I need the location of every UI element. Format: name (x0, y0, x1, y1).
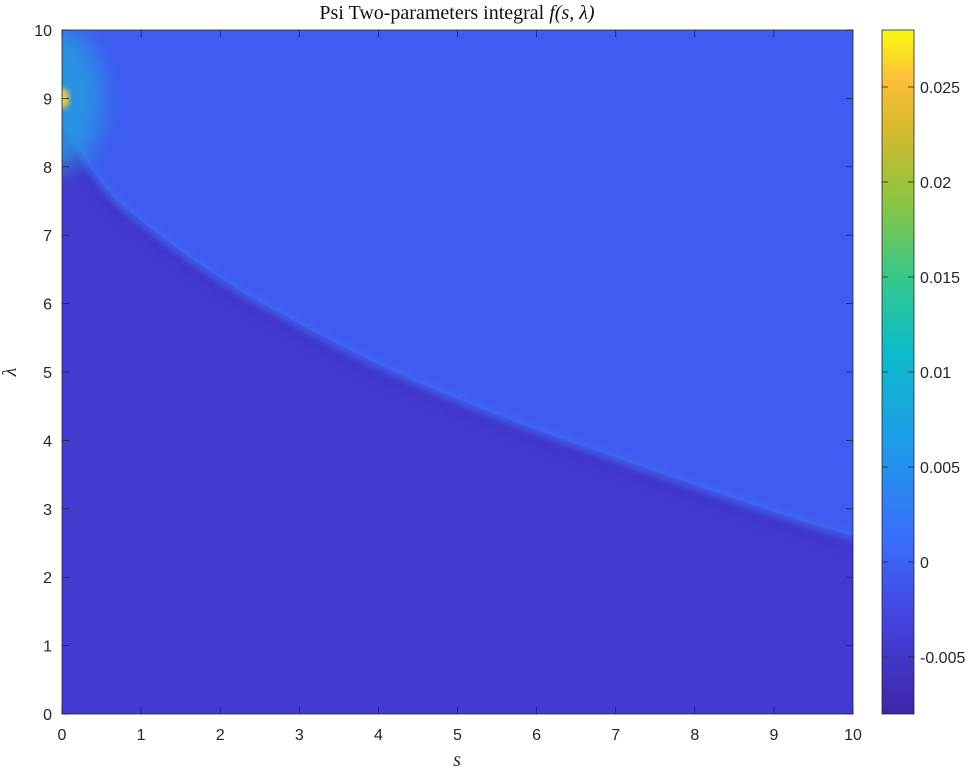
x-tick-label: 6 (532, 727, 541, 744)
y-tick-label: 3 (43, 502, 52, 519)
dark-band (62, 130, 853, 555)
x-axis: 0 1 2 3 4 5 6 7 8 9 10 (58, 30, 862, 744)
x-tick-label: 5 (453, 727, 462, 744)
colorbar-tick-label: 0.025 (920, 80, 960, 97)
heatmap-area (62, 30, 853, 714)
colorbar-tick-label: -0.005 (920, 650, 965, 667)
y-tick-label: 4 (43, 433, 52, 450)
y-axis-title: λ (0, 367, 21, 377)
x-tick-label: 4 (374, 727, 383, 744)
y-tick-label: 5 (43, 365, 52, 382)
x-axis-title: s (453, 749, 461, 771)
x-tick-label: 7 (611, 727, 620, 744)
y-axis: 0 1 2 3 4 5 6 7 8 9 10 (34, 23, 853, 724)
x-tick-label: 1 (137, 727, 146, 744)
colorbar: -0.005 0 0.005 0.01 0.015 0.02 0.025 (881, 29, 965, 715)
y-tick-label: 1 (43, 639, 52, 656)
colorbar-tick-label: 0 (920, 555, 929, 572)
peak-halo (62, 30, 102, 169)
x-tick-label: 0 (58, 727, 67, 744)
y-tick-label: 8 (43, 160, 52, 177)
x-tick-label: 3 (295, 727, 304, 744)
colorbar-tick-label: 0.01 (920, 365, 951, 382)
colorbar-tick-label: 0.005 (920, 460, 960, 477)
edge-glow (62, 116, 853, 540)
y-tick-label: 7 (43, 228, 52, 245)
colorbar-ticks: -0.005 0 0.005 0.01 0.015 0.02 0.025 (882, 80, 965, 667)
chart-title: Psi Two-parameters integral f(s, λ) (319, 2, 595, 24)
colorbar-tick-label: 0.015 (920, 270, 960, 287)
region-above-curve (62, 30, 853, 537)
y-tick-label: 9 (43, 91, 52, 108)
y-tick-label: 10 (34, 23, 52, 40)
colorbar-tick-label: 0.02 (920, 175, 951, 192)
y-tick-label: 0 (43, 707, 52, 724)
y-tick-label: 2 (43, 570, 52, 587)
x-tick-label: 8 (690, 727, 699, 744)
y-tick-label: 6 (43, 297, 52, 314)
x-tick-label: 2 (216, 727, 225, 744)
x-tick-label: 10 (844, 727, 862, 744)
x-tick-label: 9 (769, 727, 778, 744)
